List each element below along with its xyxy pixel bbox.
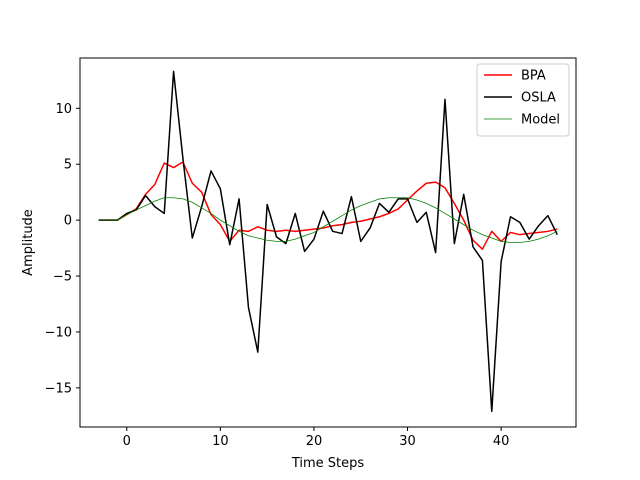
- series-line-bpa: [98, 161, 558, 250]
- legend-box: [476, 63, 570, 137]
- legend-label-model: Model: [521, 113, 560, 128]
- legend-label-osla: OSLA: [521, 91, 556, 106]
- y-tick-label: −15: [45, 381, 72, 396]
- y-tick-label: −5: [53, 270, 72, 285]
- x-tick-label: 10: [212, 434, 229, 449]
- legend: BPA OSLA Model: [476, 63, 570, 137]
- x-axis-label: Time Steps: [291, 456, 365, 471]
- series-line-model: [98, 197, 558, 243]
- plot-frame: [79, 57, 577, 428]
- x-tick-label: 30: [399, 434, 416, 449]
- y-tick-label: 0: [64, 214, 72, 229]
- y-axis-label: Amplitude: [21, 209, 36, 276]
- x-tick-label: 40: [493, 434, 510, 449]
- series-line-osla: [98, 70, 558, 413]
- y-tick-label: 10: [55, 102, 72, 117]
- x-tick-label: 0: [123, 434, 131, 449]
- x-tick-label: 20: [306, 434, 323, 449]
- y-tick-label: 5: [64, 158, 72, 173]
- legend-label-bpa: BPA: [521, 69, 546, 84]
- plot-lines: [98, 70, 558, 413]
- y-tick-label: −10: [45, 325, 72, 340]
- axis-ticks: 0 10 20 30 40 −15 −10 −5 0 5 10: [45, 102, 510, 449]
